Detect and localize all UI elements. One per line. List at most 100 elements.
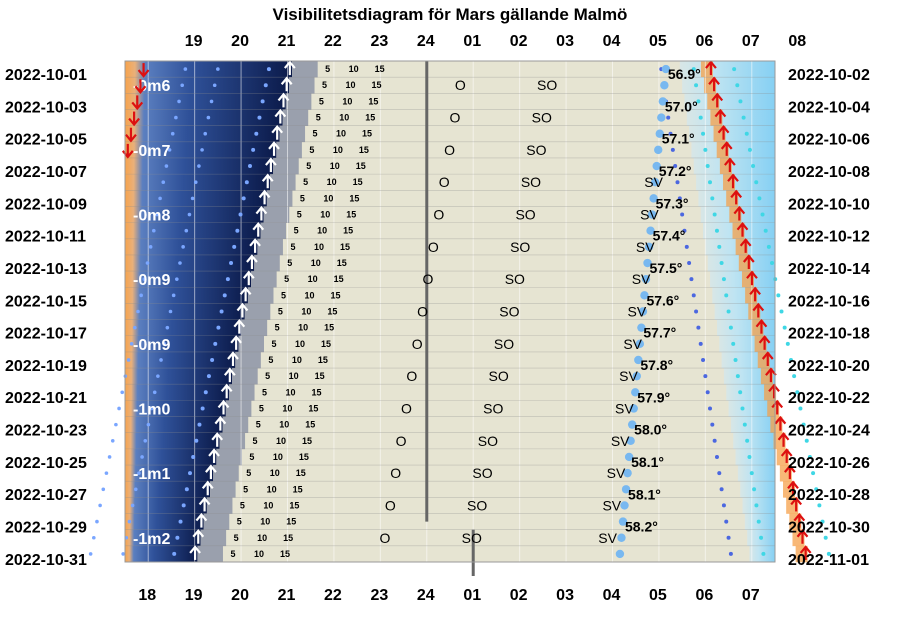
dawn-dot (754, 503, 759, 508)
sunrise-arrow (799, 545, 812, 560)
mini-scale-label: 15 (318, 355, 328, 365)
dawn-dot (710, 422, 715, 427)
left-date-label: 2022-10-25 (5, 455, 87, 472)
twilight-dot (212, 83, 217, 88)
left-date-label: 2022-10-07 (5, 164, 87, 181)
right-date-label: 2022-10-20 (788, 358, 870, 375)
mini-scale-label: 10 (286, 387, 296, 397)
mars-rise-arrow (217, 399, 230, 415)
mini-scale-label: 5 (287, 258, 292, 268)
dawn-band (737, 465, 775, 482)
top-hour-label: 01 (463, 33, 481, 50)
mars-rise-arrow (214, 415, 227, 431)
mini-scale-label: 15 (286, 517, 296, 527)
dawn-dot (747, 454, 752, 459)
mars-transit-dot (635, 339, 645, 349)
dawn-dot (738, 390, 743, 395)
mini-scale-label: 10 (339, 113, 349, 123)
mini-scale-label: 5 (265, 371, 270, 381)
dawn-dot (721, 277, 726, 282)
mars-transit-dot (661, 64, 671, 74)
mini-scale-label: 5 (294, 226, 299, 236)
twilight-dot (187, 212, 192, 217)
dawn-dot (770, 261, 775, 266)
left-date-label: 2022-10-15 (5, 293, 87, 310)
right-date-label: 2022-10-18 (788, 326, 870, 343)
left-date-label: 2022-10-27 (5, 487, 87, 504)
mars-transit-dot (632, 371, 641, 381)
sunrise-arrow (717, 125, 730, 140)
mars-transit-dot (620, 501, 629, 510)
mini-scale-label: 10 (336, 129, 346, 139)
sunrise-arrow (780, 448, 793, 463)
twilight-dot (190, 196, 195, 201)
dawn-dot (820, 519, 825, 524)
mini-scale-label: 5 (240, 500, 245, 510)
direction-southeast: SO (483, 400, 503, 416)
evening-band (125, 400, 226, 417)
twilight-dot (174, 115, 178, 120)
dawn-dot (705, 390, 710, 395)
dawn-dot (717, 244, 722, 249)
twilight-dot (133, 487, 138, 492)
mars-rise-arrow (249, 238, 261, 253)
mini-scale-label: 5 (271, 339, 276, 349)
mini-scale-label: 15 (349, 193, 359, 203)
mars-transit-dot (624, 452, 634, 462)
direction-southeast: SO (532, 110, 552, 126)
twilight-dot (170, 131, 175, 136)
twilight-dot (194, 438, 199, 443)
mini-scale-label: 10 (330, 161, 340, 171)
direction-east: O (406, 368, 417, 384)
dawn-dot (703, 147, 708, 152)
transit-altitude: 58.2° (625, 519, 658, 535)
mini-scale-label: 15 (327, 307, 337, 317)
rise-transition (206, 497, 233, 514)
twilight-dot (139, 293, 143, 298)
twilight-dot (127, 519, 132, 524)
dawn-band (712, 287, 775, 304)
twilight-dot (175, 535, 180, 540)
twilight-dot (140, 455, 144, 459)
transit-altitude: 57.9° (637, 389, 670, 405)
dawn-dot (785, 341, 790, 346)
mars-rise-arrow (277, 92, 290, 108)
rise-transition (273, 157, 299, 175)
mini-scale-label: 5 (253, 436, 258, 446)
twilight-dot (254, 131, 259, 136)
twilight-dot (216, 67, 220, 71)
twilight-dot (133, 325, 137, 330)
twilight-dot (143, 438, 148, 443)
dawn-dot (779, 309, 784, 314)
twilight-dot (266, 67, 271, 72)
direction-east: O (428, 239, 439, 255)
sunrise-arrow (755, 318, 768, 334)
mini-scale-label: 15 (334, 274, 344, 284)
evening-band (125, 238, 258, 256)
twilight-dot (219, 309, 224, 314)
dawn-dot (724, 519, 729, 524)
dawn-dot (792, 374, 797, 379)
twilight-dot (181, 503, 186, 508)
rise-transition (225, 400, 252, 417)
mini-scale-label: 5 (319, 96, 324, 106)
mini-scale-label: 10 (282, 403, 292, 413)
mini-scale-label: 10 (317, 226, 327, 236)
dawn-dot (752, 487, 757, 492)
right-date-label: 2022-10-10 (788, 196, 870, 213)
rise-transition (238, 335, 265, 353)
direction-southeast: SO (510, 239, 530, 255)
twilight-dot (181, 245, 185, 249)
mini-scale-label: 5 (316, 113, 321, 123)
direction-southeast: SO (499, 304, 519, 320)
evening-band (125, 448, 217, 466)
mars-transit-dot (634, 355, 643, 365)
right-date-label: 2022-10-30 (788, 520, 870, 537)
dawn-band (714, 303, 775, 320)
twilight-dot (159, 358, 163, 362)
twilight-dot (117, 406, 121, 411)
mini-scale-label: 15 (330, 290, 340, 300)
twilight-dot (110, 438, 115, 443)
mini-scale-label: 5 (246, 468, 251, 478)
twilight-dot (247, 164, 252, 169)
